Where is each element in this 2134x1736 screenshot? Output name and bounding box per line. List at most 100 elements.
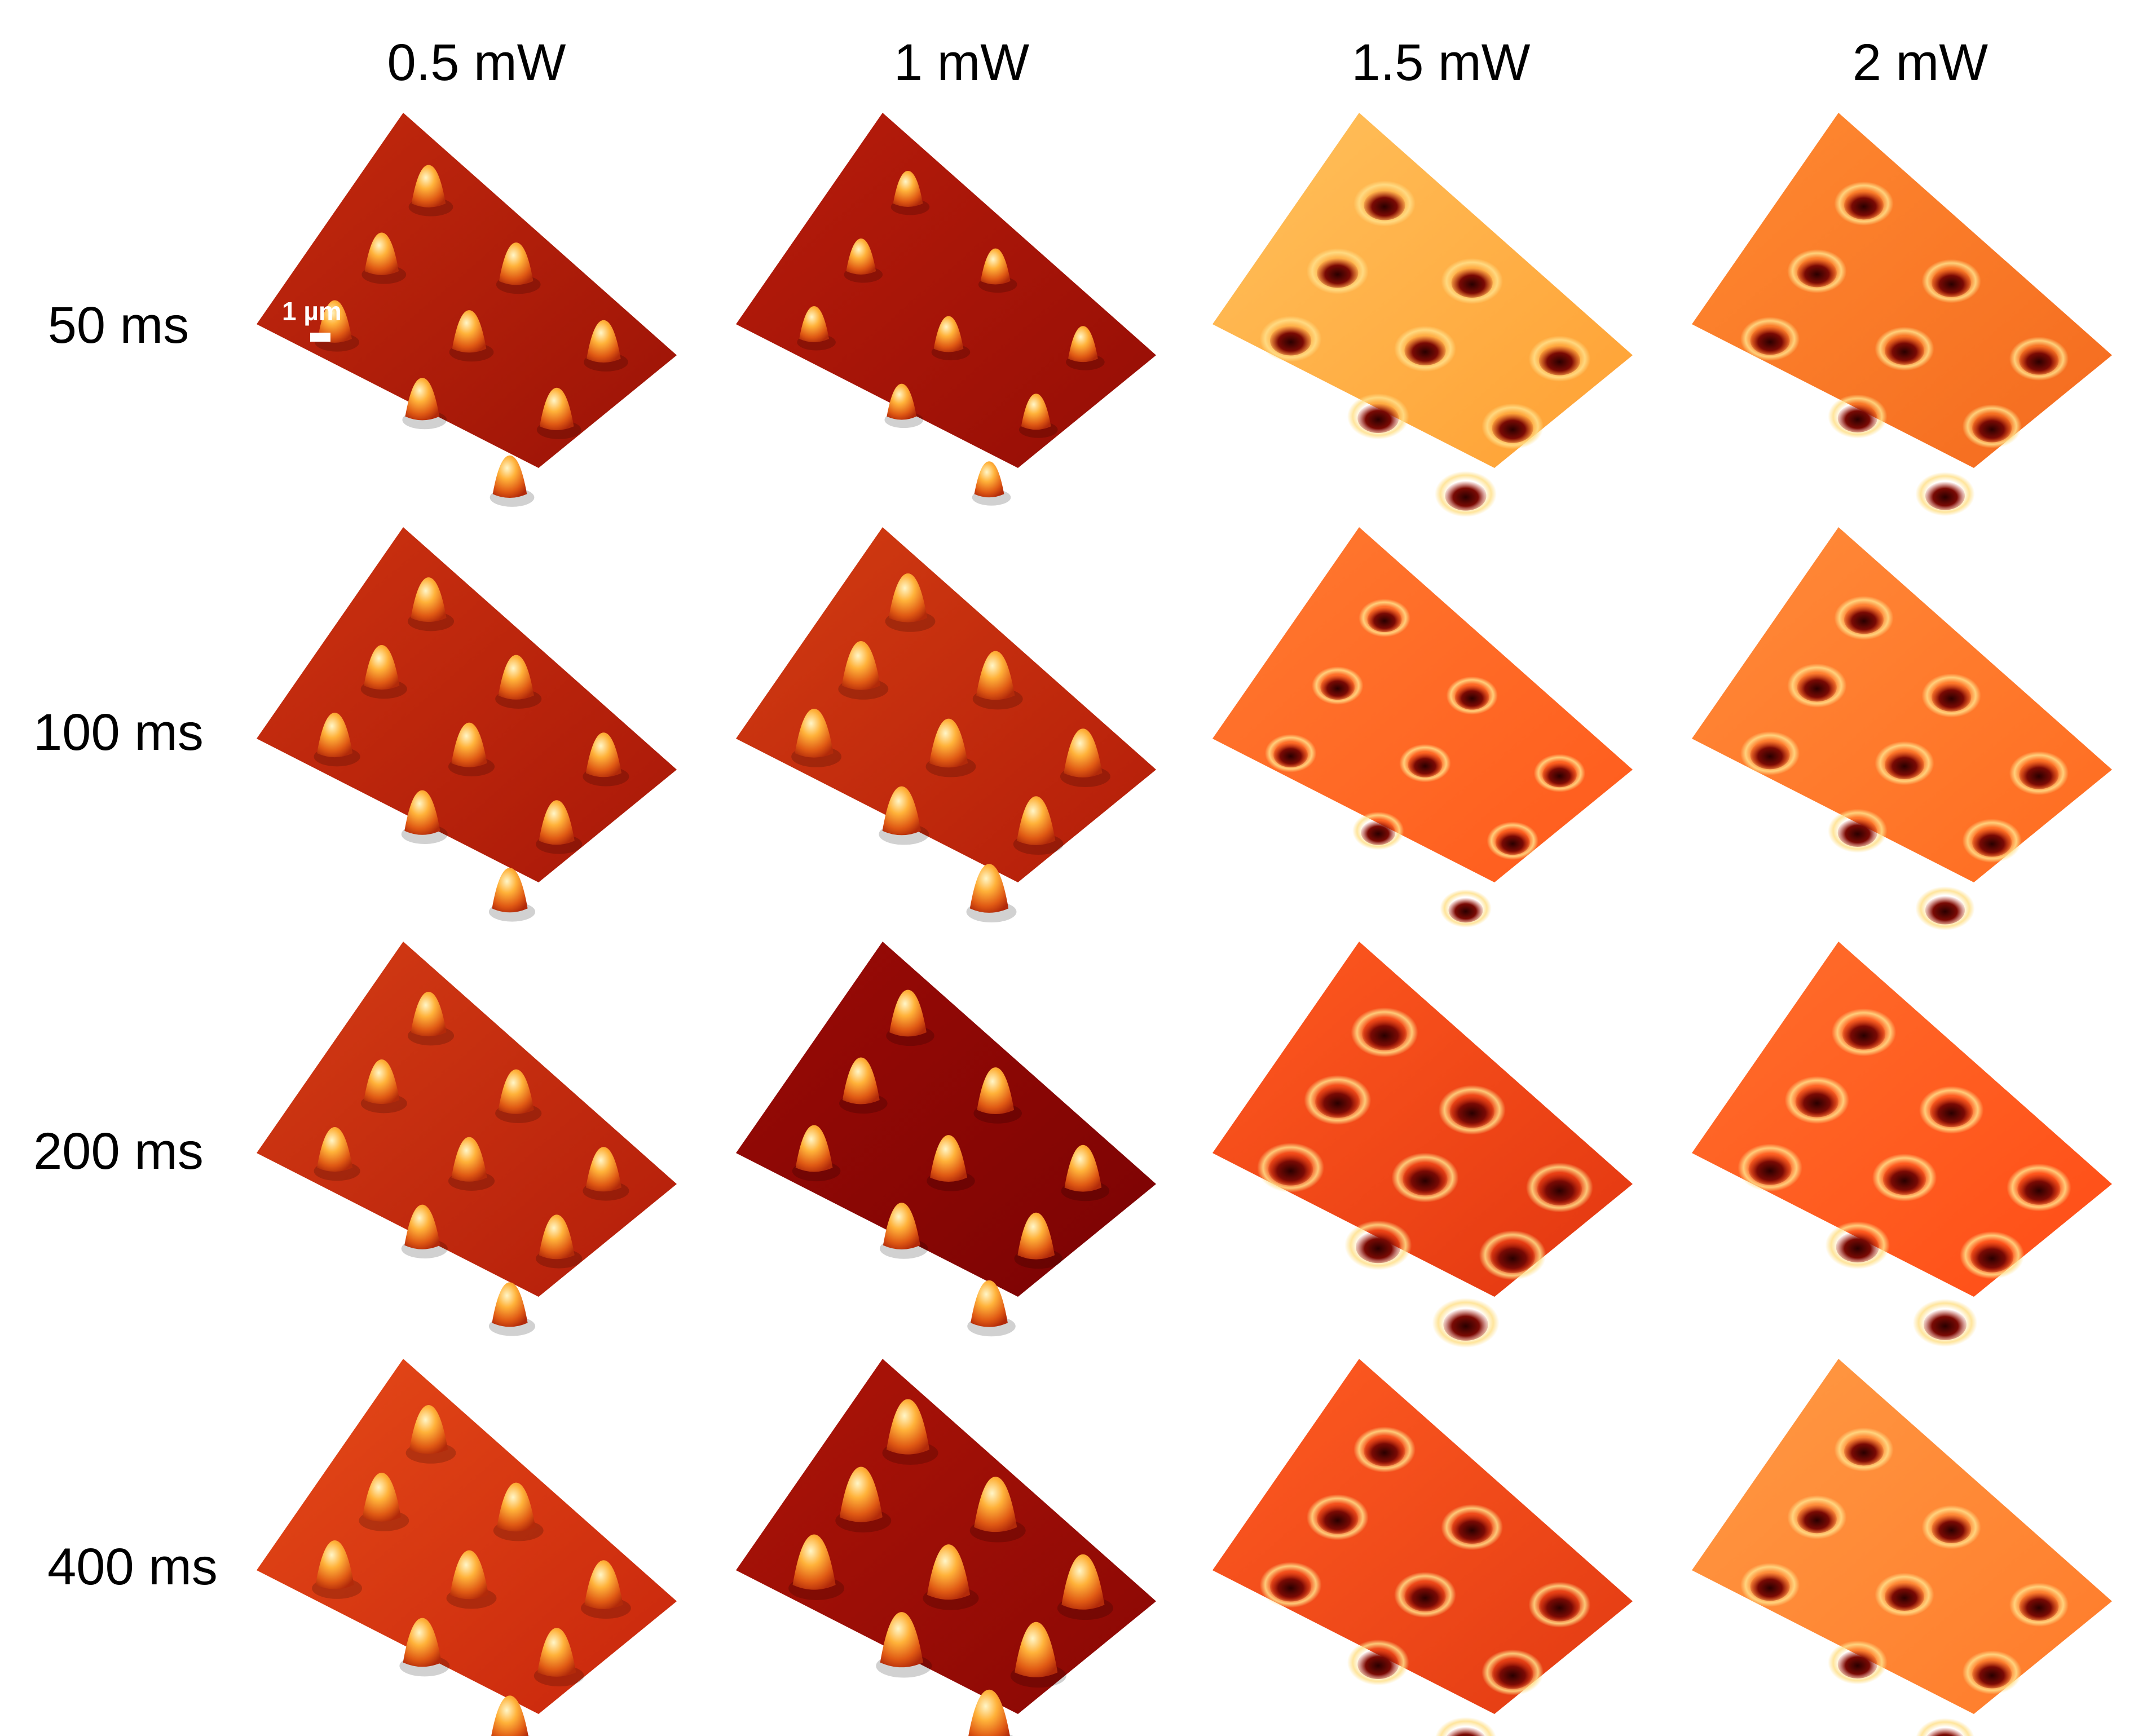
surface-bump xyxy=(929,718,968,768)
surface-pit xyxy=(1882,1164,1926,1195)
surface-pit xyxy=(1269,325,1312,356)
surface-pit xyxy=(1364,190,1405,220)
surface-pit xyxy=(1836,1231,1879,1263)
surface-pit xyxy=(1361,820,1396,845)
surface-pit xyxy=(1538,345,1581,376)
surface-pit xyxy=(1357,1649,1399,1680)
surface-bump xyxy=(364,645,400,690)
row-label-0: 50 ms xyxy=(48,297,189,354)
surface-bump xyxy=(974,461,1004,498)
surface-bump xyxy=(317,713,353,758)
surface-pit xyxy=(1492,413,1533,443)
surface-bump xyxy=(404,790,440,835)
surface-pit xyxy=(1970,1241,2014,1273)
afm-surface xyxy=(736,113,1156,468)
row-label-2: 200 ms xyxy=(33,1123,204,1180)
surface-bump xyxy=(449,1550,489,1600)
surface-bump xyxy=(887,383,917,420)
afm-panel-r1-c1 xyxy=(736,527,1156,923)
surface-pit xyxy=(1932,268,1972,297)
afm-surface xyxy=(257,113,677,468)
surface-bump xyxy=(364,1059,400,1105)
surface-pit xyxy=(2019,1592,2059,1621)
surface-pit xyxy=(1403,1163,1448,1196)
surface-bump xyxy=(497,1482,536,1532)
surface-pit xyxy=(1317,258,1359,288)
surface-pit xyxy=(1357,403,1399,434)
surface-bump xyxy=(405,378,440,421)
surface-pit xyxy=(1492,1659,1533,1689)
surface-bump xyxy=(498,655,534,700)
surface-pit xyxy=(1268,1153,1313,1186)
scale-bar: 1 µm xyxy=(282,297,342,342)
surface-pit xyxy=(1750,326,1790,355)
surface-pit xyxy=(2017,1173,2061,1205)
surface-bump xyxy=(499,242,534,285)
surface-pit xyxy=(2019,346,2059,375)
surface-bump xyxy=(537,1628,576,1677)
scale-bar-line xyxy=(310,333,330,342)
surface-pit xyxy=(1797,673,1837,702)
surface-bump xyxy=(893,171,923,207)
surface-bump xyxy=(880,1612,923,1668)
surface-bump xyxy=(403,1618,442,1667)
surface-pit xyxy=(1837,818,1877,847)
surface-bump xyxy=(362,1473,401,1522)
afm-panel-r0-c0 xyxy=(257,113,677,507)
surface-bump xyxy=(969,864,1009,913)
surface-pit xyxy=(1451,268,1493,298)
surface-pit xyxy=(1447,1726,1485,1736)
surface-bump xyxy=(971,1280,1008,1327)
surface-pit xyxy=(1972,413,2012,443)
surface-pit xyxy=(1795,1086,1838,1117)
surface-bump xyxy=(1068,326,1098,363)
surface-bump xyxy=(411,165,446,207)
afm-panel-r0-c1 xyxy=(736,113,1156,506)
surface-pit xyxy=(1449,1095,1494,1128)
afm-panel-r3-c0 xyxy=(257,1359,677,1736)
afm-panel-r3-c1 xyxy=(736,1359,1156,1736)
surface-bump xyxy=(976,651,1015,700)
surface-pit xyxy=(1797,258,1837,288)
surface-pit xyxy=(1445,480,1487,511)
surface-pit xyxy=(1930,1096,1973,1128)
surface-pit xyxy=(1269,1571,1312,1602)
surface-bump xyxy=(977,1067,1015,1115)
surface-pit xyxy=(1408,752,1443,778)
afm-surface xyxy=(257,1359,677,1714)
surface-bump xyxy=(846,238,876,275)
surface-bump xyxy=(498,1069,534,1114)
surface-bump xyxy=(315,1540,354,1589)
surface-pit xyxy=(1884,336,1925,365)
surface-bump xyxy=(492,1282,528,1327)
afm-panel-r1-c0 xyxy=(257,527,677,922)
column-label-2: 1.5 mW xyxy=(1352,34,1531,91)
afm-surface xyxy=(1212,942,1633,1297)
afm-surface xyxy=(257,942,677,1297)
surface-bump xyxy=(409,1405,448,1454)
surface-bump xyxy=(492,868,528,913)
surface-bump xyxy=(842,1057,880,1105)
surface-pit xyxy=(1837,1650,1877,1678)
row-label-1: 100 ms xyxy=(33,704,204,761)
surface-pit xyxy=(1844,1437,1884,1466)
surface-bump xyxy=(539,387,574,431)
surface-bump xyxy=(491,1695,528,1736)
afm-panel-r2-c0 xyxy=(257,942,677,1336)
surface-bump xyxy=(795,1125,833,1172)
surface-pit xyxy=(1844,605,1884,634)
surface-pit xyxy=(1750,1572,1790,1601)
surface-pit xyxy=(1542,762,1577,788)
surface-bump xyxy=(968,1689,1010,1736)
surface-bump xyxy=(585,1147,621,1192)
surface-bump xyxy=(584,1560,623,1609)
surface-pit xyxy=(1842,1018,1886,1050)
afm-panel-r2-c2 xyxy=(1212,942,1633,1348)
surface-pit xyxy=(1972,1659,2012,1689)
afm-surface xyxy=(1212,527,1633,882)
surface-bump xyxy=(585,732,621,778)
afm-panel-r1-c3 xyxy=(1692,527,2112,931)
surface-bump xyxy=(799,306,829,342)
surface-bump xyxy=(888,573,928,622)
